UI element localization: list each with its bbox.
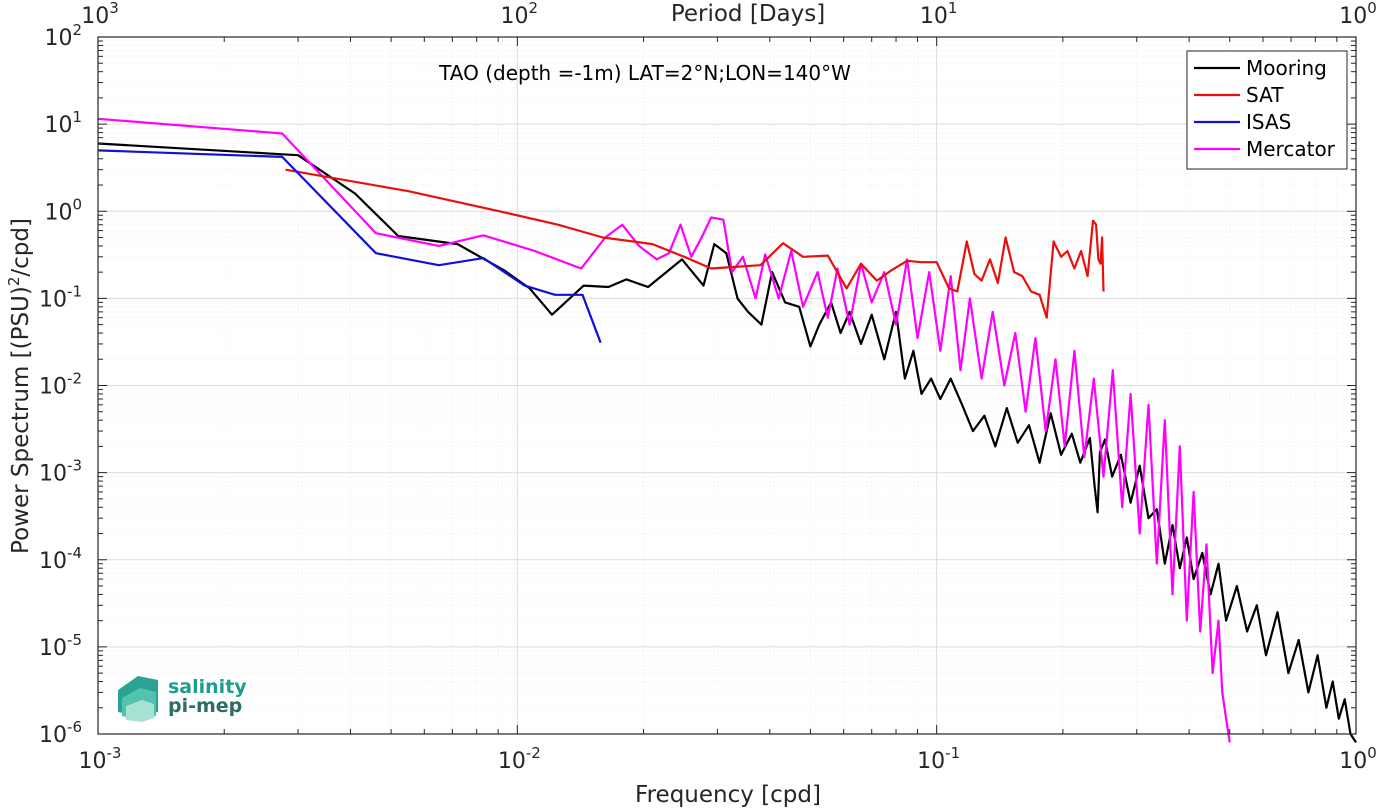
legend-label-sat: SAT <box>1246 83 1284 107</box>
y-tick-label-exponent: -4 <box>67 544 82 562</box>
top-tick-label-exponent: 1 <box>948 0 958 17</box>
y-tick-label-exponent: 2 <box>72 21 82 39</box>
y-tick-label-base: 10 <box>39 462 67 487</box>
x-tick-label: 10-2 <box>498 744 541 774</box>
x-axis-label: Frequency [cpd] <box>635 782 821 808</box>
x-tick-label-base: 10 <box>498 749 526 774</box>
y-tick-label-exponent: 1 <box>72 108 82 126</box>
x-tick-label: 100 <box>1339 744 1377 774</box>
logo-line-1: salinity <box>168 676 247 698</box>
y-axis-label-main: Power Spectrum [(PSU) <box>8 286 34 554</box>
y-tick-label: 10-1 <box>39 282 82 312</box>
y-axis-label-tail: /cpd] <box>8 218 34 277</box>
y-tick-label-exponent: -6 <box>67 718 82 736</box>
y-tick-label: 10-5 <box>39 631 82 661</box>
y-tick-label-base: 10 <box>44 200 72 225</box>
chart-title: TAO (depth =-1m) LAT=2°N;LON=140°W <box>438 61 851 85</box>
top-tick-label-base: 10 <box>501 4 529 29</box>
series-line-isas <box>97 149 602 344</box>
y-tick-label-exponent: -2 <box>67 370 82 388</box>
top-tick-label: 101 <box>920 0 958 29</box>
x-tick-labels: 10-3 10-2 10-1 100 <box>79 744 1377 774</box>
x-tick-label-exponent: -3 <box>107 744 122 762</box>
top-tick-label-base: 10 <box>81 4 109 29</box>
series-line-mercator <box>97 117 1231 743</box>
logo-mark-front <box>126 700 154 722</box>
top-tick-labels: 103 102 101 100 <box>81 0 1377 29</box>
y-tick-label-base: 10 <box>44 113 72 138</box>
y-tick-label-exponent: -1 <box>67 282 82 300</box>
y-tick-label: 10-3 <box>39 457 82 487</box>
x-tick-label-base: 10 <box>917 749 945 774</box>
top-tick-label: 102 <box>501 0 539 29</box>
salinity-pi-mep-logo: salinity pi-mep <box>118 676 247 722</box>
top-tick-label-base: 10 <box>1339 4 1367 29</box>
x-tick-label-exponent: 0 <box>1367 744 1377 762</box>
top-tick-label-exponent: 3 <box>109 0 119 17</box>
x-tick-label-exponent: -1 <box>945 744 960 762</box>
x-tick-label-base: 10 <box>1339 749 1367 774</box>
legend-label-mercator: Mercator <box>1246 137 1336 161</box>
y-tick-label: 10-6 <box>39 718 82 748</box>
y-tick-label-exponent: 0 <box>72 195 82 213</box>
x-tick-label-base: 10 <box>79 749 107 774</box>
y-tick-label: 102 <box>44 21 82 51</box>
y-tick-label-base: 10 <box>44 26 72 51</box>
top-tick-label: 100 <box>1339 0 1377 29</box>
x-tick-label-exponent: -2 <box>526 744 541 762</box>
y-tick-label: 100 <box>44 195 82 225</box>
y-tick-label-base: 10 <box>39 549 67 574</box>
y-tick-label: 101 <box>44 108 82 138</box>
top-tick-label-base: 10 <box>920 4 948 29</box>
y-tick-label-base: 10 <box>39 723 67 748</box>
y-axis-label-sup: 2 <box>5 277 23 287</box>
y-tick-label-base: 10 <box>39 375 67 400</box>
top-axis-label: Period [Days] <box>671 1 825 27</box>
top-tick-label-exponent: 2 <box>529 0 539 17</box>
series-line-sat <box>285 168 1105 319</box>
top-tick-label: 103 <box>81 0 119 29</box>
x-tick-label: 10-1 <box>917 744 960 774</box>
y-tick-label-exponent: -5 <box>67 631 82 649</box>
tick-marks <box>97 37 1356 735</box>
x-tick-label: 10-3 <box>79 744 122 774</box>
series-layer <box>97 117 1357 744</box>
top-tick-label-exponent: 0 <box>1367 0 1377 17</box>
legend-label-mooring: Mooring <box>1246 56 1327 80</box>
y-tick-label-exponent: -3 <box>67 457 82 475</box>
legend: Mooring SAT ISAS Mercator <box>1186 50 1348 170</box>
legend-label-isas: ISAS <box>1246 110 1291 134</box>
logo-line-2: pi-mep <box>168 695 242 717</box>
major-grid <box>97 37 1356 735</box>
y-tick-label: 10-4 <box>39 544 82 574</box>
y-tick-label: 10-2 <box>39 370 82 400</box>
y-axis-label: Power Spectrum [(PSU)2/cpd] <box>5 218 34 554</box>
y-tick-label-base: 10 <box>39 287 67 312</box>
series-line-mooring <box>97 142 1357 744</box>
y-tick-label-base: 10 <box>39 636 67 661</box>
